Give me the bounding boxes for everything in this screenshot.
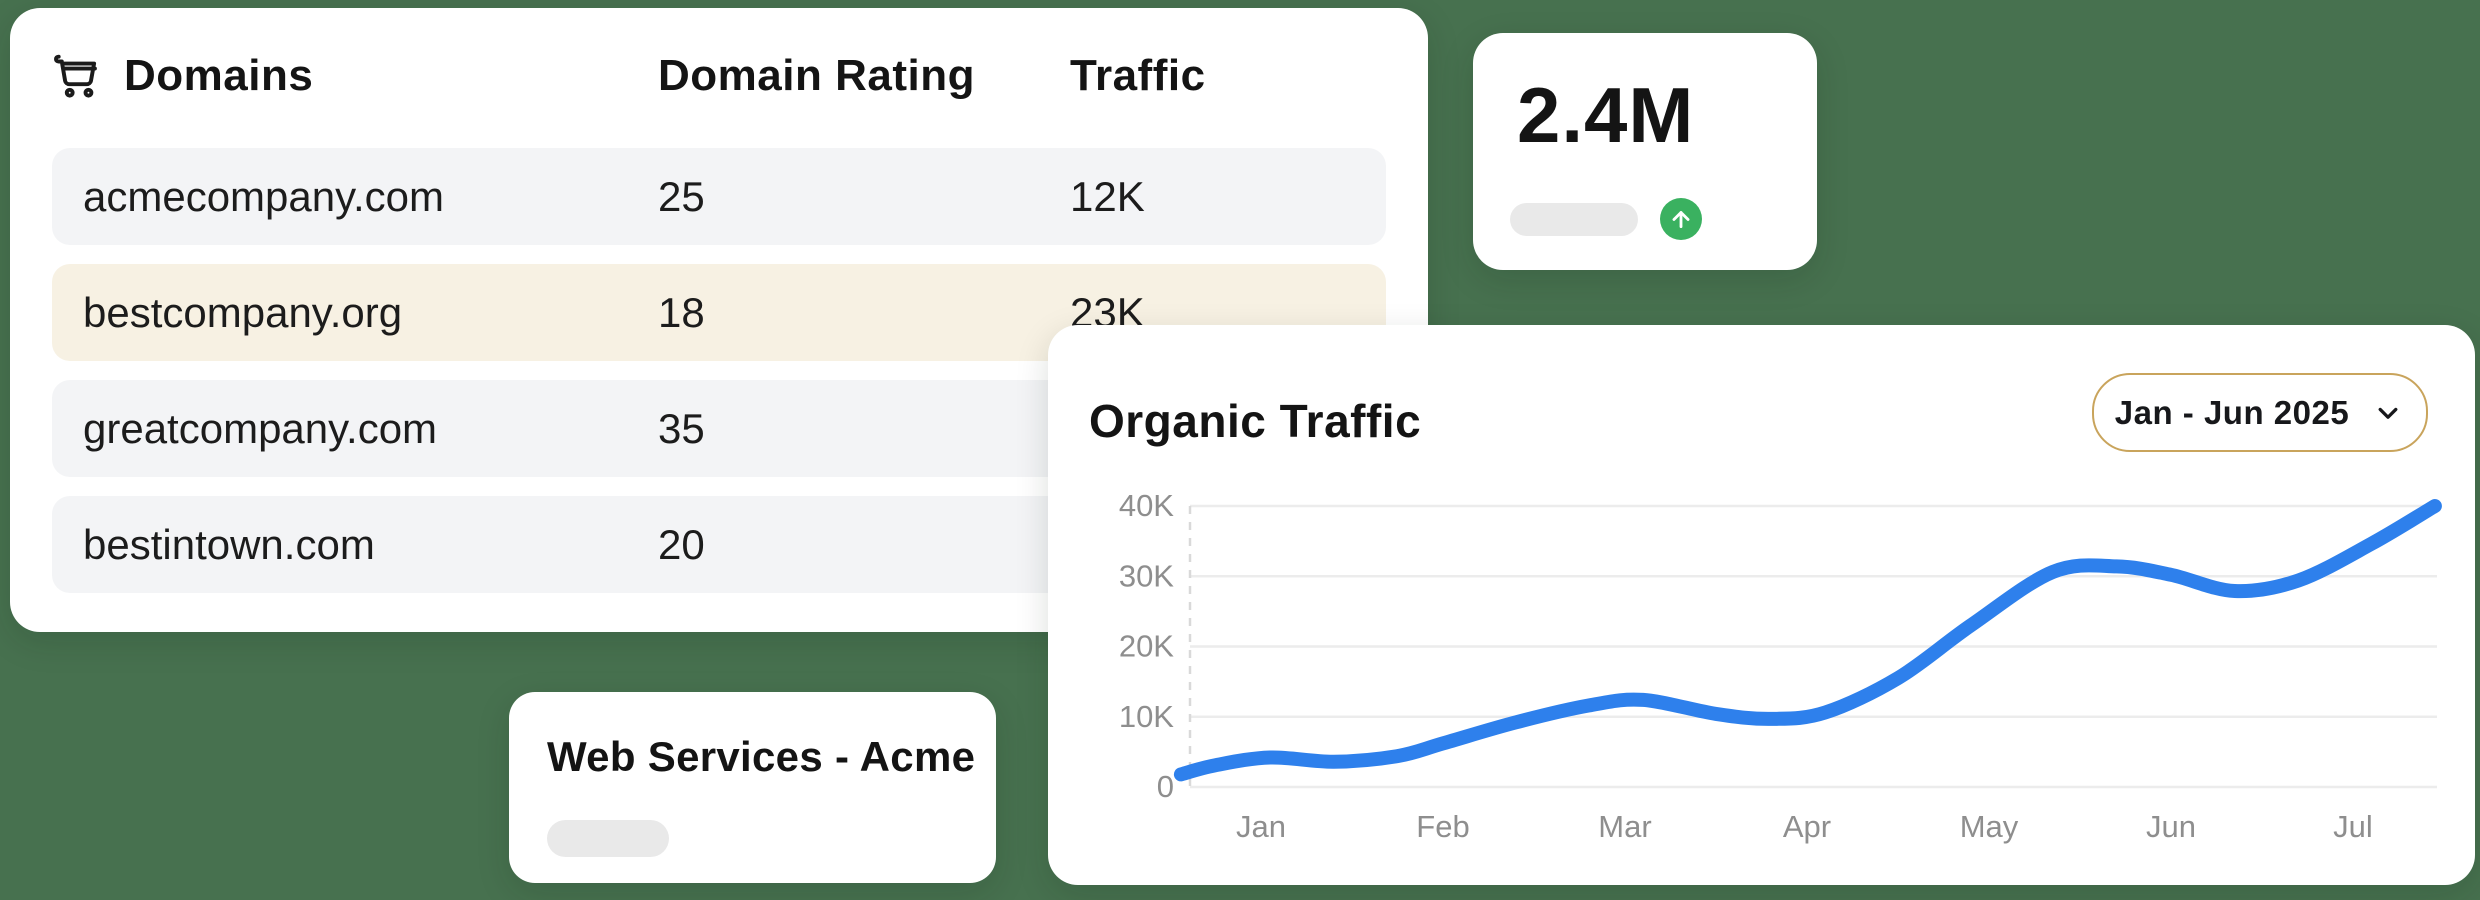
domain-cell: greatcompany.com xyxy=(83,405,438,452)
column-header-domain-rating: Domain Rating xyxy=(658,51,975,100)
svg-text:30K: 30K xyxy=(1119,558,1174,593)
cart-icon xyxy=(54,54,97,98)
metric-value: 2.4M xyxy=(1517,71,1695,159)
organic-traffic-chart: 0 10K 20K 30K 40K Jan Feb Mar Apr May Jun Jul xyxy=(1119,488,2442,844)
rating-cell: 35 xyxy=(658,405,705,452)
domain-cell: bestcompany.org xyxy=(83,289,403,336)
domain-cell: acmecompany.com xyxy=(83,173,445,220)
svg-text:10K: 10K xyxy=(1119,699,1174,734)
metric-card: 2.4M xyxy=(1473,33,1817,270)
svg-text:20K: 20K xyxy=(1119,629,1174,664)
rating-cell: 20 xyxy=(658,521,705,568)
rating-cell: 25 xyxy=(658,173,705,220)
project-card: Web Services - Acme xyxy=(509,692,996,883)
date-range-dropdown[interactable]: Jan - Jun 2025 xyxy=(2092,373,2428,452)
column-header-traffic: Traffic xyxy=(1070,51,1206,100)
svg-text:Jul: Jul xyxy=(2333,809,2373,844)
svg-text:40K: 40K xyxy=(1119,488,1174,523)
chevron-down-icon xyxy=(2378,407,2398,419)
svg-text:Jun: Jun xyxy=(2146,809,2196,844)
organic-traffic-card: Organic Traffic Jan - Jun 2025 0 10K 20K 30… xyxy=(1048,325,2475,885)
svg-text:0: 0 xyxy=(1157,769,1174,804)
svg-text:Apr: Apr xyxy=(1783,809,1831,844)
rating-cell: 18 xyxy=(658,289,705,336)
chart-title: Organic Traffic xyxy=(1089,395,1422,447)
arrow-up-icon xyxy=(1672,211,1690,228)
traffic-cell: 12K xyxy=(1070,173,1145,220)
date-range-label: Jan - Jun 2025 xyxy=(2114,393,2350,431)
domains-card-title: Domains xyxy=(124,51,314,100)
svg-text:Feb: Feb xyxy=(1416,809,1469,844)
svg-text:Jan: Jan xyxy=(1236,809,1286,844)
domain-cell: bestintown.com xyxy=(83,521,375,568)
project-title: Web Services - Acme xyxy=(547,733,976,780)
svg-text:Mar: Mar xyxy=(1598,809,1651,844)
domains-card: Domains Domain Rating Traffic acmecompan… xyxy=(10,8,1428,632)
table-row[interactable]: acmecompany.com 25 12K xyxy=(52,148,1386,245)
skeleton-pill xyxy=(1510,203,1638,236)
trend-badge xyxy=(1660,198,1702,240)
svg-text:May: May xyxy=(1960,809,2019,844)
skeleton-pill xyxy=(547,820,669,857)
